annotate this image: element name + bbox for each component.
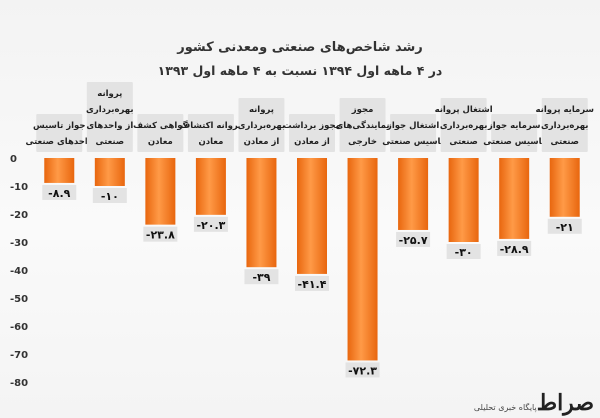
category-label: از واحدهای bbox=[86, 121, 133, 131]
category-label: اشتغال جواز bbox=[386, 121, 439, 131]
category-label: بهره‌برداری bbox=[238, 121, 286, 131]
category-label-box bbox=[339, 98, 386, 152]
category-label: بهره‌برداری bbox=[541, 121, 589, 131]
category-label-box bbox=[137, 114, 184, 152]
bar bbox=[246, 158, 277, 268]
data-label: -۸.۹ bbox=[48, 187, 70, 200]
data-label: -۲۳.۸ bbox=[146, 229, 175, 242]
category-label-box bbox=[541, 98, 588, 152]
category-label: مجوز bbox=[351, 105, 374, 115]
y-tick-label: -20 bbox=[10, 210, 28, 221]
category-label: مجوز برداشت bbox=[283, 121, 341, 131]
category-label: بهره‌برداری bbox=[86, 105, 134, 115]
category-label: نمایندگی‌های bbox=[336, 120, 390, 131]
bar bbox=[44, 158, 75, 183]
bar bbox=[448, 158, 479, 242]
bar bbox=[195, 158, 226, 215]
value-label-box bbox=[547, 218, 582, 234]
bar bbox=[145, 158, 176, 225]
watermark-text: پایگاه خبری تحلیلی bbox=[473, 403, 537, 412]
category-label: تاسیس صنعتی bbox=[483, 137, 545, 147]
category-label-box bbox=[491, 114, 538, 152]
y-tick-label: -80 bbox=[10, 378, 28, 389]
watermark-logo: صراط bbox=[536, 390, 594, 416]
value-label-box bbox=[42, 184, 77, 200]
category-label: از معادن bbox=[244, 137, 280, 147]
category-label-box bbox=[86, 82, 133, 152]
category-label: صنعتی bbox=[96, 137, 125, 147]
y-tick-label: -50 bbox=[10, 294, 28, 305]
category-label: از معادن bbox=[294, 137, 330, 147]
bar bbox=[398, 158, 429, 230]
data-label: -۳۹ bbox=[252, 271, 270, 284]
y-tick-label: -40 bbox=[10, 266, 28, 277]
category-label: معادن bbox=[198, 137, 223, 147]
data-label: -۲۵.۷ bbox=[399, 234, 428, 247]
category-label: پروانه اکتشاف bbox=[180, 121, 241, 131]
category-label: معادن bbox=[148, 137, 173, 147]
category-label: تاسیس صنعتی bbox=[382, 137, 444, 147]
data-label: -۲۸.۹ bbox=[500, 243, 529, 256]
category-label: بهره‌برداری bbox=[440, 121, 488, 131]
category-label: اشتغال پروانه bbox=[435, 105, 493, 115]
data-label: -۳۰ bbox=[455, 246, 473, 259]
category-label-box bbox=[187, 114, 234, 152]
value-label-box bbox=[193, 216, 228, 232]
bar bbox=[499, 158, 530, 239]
value-label-box bbox=[244, 269, 279, 285]
watermark: صراط پایگاه خبری تحلیلی bbox=[470, 392, 594, 414]
category-label-box bbox=[36, 114, 83, 152]
value-label-box bbox=[92, 188, 127, 203]
y-tick-label: -60 bbox=[10, 322, 28, 333]
data-label: -۴۱.۴ bbox=[298, 278, 327, 291]
y-tick-label: 0 bbox=[10, 154, 17, 165]
category-label: خارجی bbox=[348, 137, 377, 147]
category-label: واحدهای صنعتی bbox=[25, 137, 93, 147]
data-label: -۲۱ bbox=[556, 221, 574, 234]
y-tick-label: -30 bbox=[10, 238, 28, 249]
category-label: جواز تاسیس bbox=[33, 121, 85, 131]
bar bbox=[297, 158, 327, 274]
category-label: پروانه bbox=[97, 89, 122, 99]
category-label: صنعتی bbox=[550, 137, 579, 147]
bar bbox=[347, 158, 378, 361]
category-label-box bbox=[238, 98, 285, 152]
y-tick-label: -70 bbox=[10, 350, 28, 361]
bar bbox=[549, 158, 580, 217]
category-label: سرمایه جواز bbox=[487, 121, 541, 131]
category-label: پروانه bbox=[249, 105, 274, 115]
chart-title: رشد شاخص‌های صنعتی ومعدنی کشور bbox=[177, 40, 423, 55]
y-tick-label: -10 bbox=[10, 182, 28, 193]
value-label-box bbox=[295, 275, 329, 291]
value-label-box bbox=[345, 362, 380, 378]
data-label: -۲۰.۳ bbox=[196, 219, 225, 232]
chart-subtitle: در ۴ ماهه اول ۱۳۹۴ نسبت به ۴ ماهه اول ۱۳… bbox=[157, 63, 443, 78]
category-label: صنعتی bbox=[449, 137, 478, 147]
value-label-box bbox=[446, 244, 481, 259]
value-label-box bbox=[396, 231, 431, 247]
data-label: -۱۰ bbox=[101, 190, 119, 203]
bar bbox=[94, 158, 125, 186]
category-label-box bbox=[289, 114, 335, 152]
category-label-box bbox=[390, 114, 437, 152]
category-label: گواهی کشف bbox=[133, 120, 187, 131]
value-label-box bbox=[497, 240, 532, 256]
category-label-box bbox=[440, 98, 487, 152]
value-label-box bbox=[143, 226, 178, 242]
data-label: -۷۲.۳ bbox=[348, 364, 377, 377]
category-label: سرمایه پروانه bbox=[536, 105, 594, 115]
